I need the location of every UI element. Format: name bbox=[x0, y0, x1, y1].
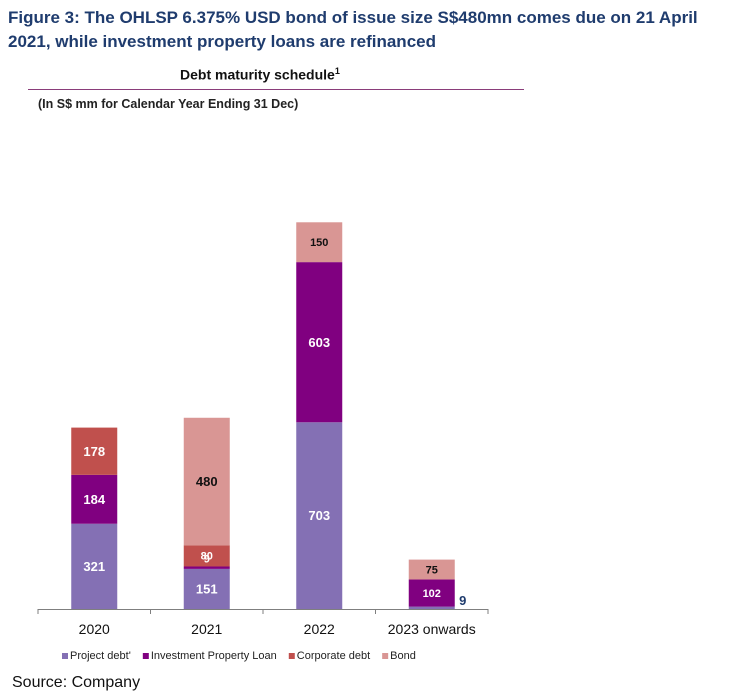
source-note: Source: Company bbox=[12, 674, 141, 691]
legend-label-bond: Bond bbox=[390, 650, 416, 662]
data-label-investment-property-loan-2023-onwards: 102 bbox=[423, 588, 441, 600]
data-label-bond-2021: 480 bbox=[196, 474, 218, 489]
data-label-corporate-debt-2021: 80 bbox=[201, 551, 213, 563]
data-label-bond-2022: 150 bbox=[310, 237, 328, 249]
legend-label-corporate-debt: Corporate debt bbox=[297, 650, 370, 662]
bar-project-debt-2021 bbox=[183, 568, 230, 609]
data-label-bond-2023-onwards: 75 bbox=[426, 564, 438, 576]
legend-swatch-investment-property-loan bbox=[142, 653, 149, 659]
bar-bond-2022 bbox=[296, 222, 343, 263]
legend-swatch-project-debt bbox=[62, 653, 68, 659]
figure-title: Figure 3: The OHLSP 6.375% USD bond of i… bbox=[8, 8, 698, 51]
data-label-project-debt-2020: 321 bbox=[83, 559, 105, 574]
chart-title-text: Debt maturity schedule bbox=[180, 66, 335, 83]
bar-project-debt-2020 bbox=[71, 523, 118, 609]
x-tick-label: 2023 onwards bbox=[388, 621, 476, 637]
bar-project-debt-2023-onwards bbox=[408, 606, 455, 609]
x-tick-label: 2021 bbox=[191, 621, 222, 637]
data-label-project-debt-2023-onwards: 9 bbox=[459, 593, 466, 608]
bar-bond-2023-onwards bbox=[408, 559, 455, 580]
data-label-investment-property-loan-2021: 9 bbox=[204, 554, 210, 566]
chart-title-footnote: 1 bbox=[334, 66, 340, 76]
x-tick-label: 2022 bbox=[304, 621, 335, 637]
bar-investment-property-loan-2020 bbox=[71, 474, 118, 524]
bar-investment-property-loan-2022 bbox=[296, 262, 343, 423]
title-underline bbox=[28, 89, 524, 90]
data-label-project-debt-2021: 151 bbox=[196, 581, 218, 596]
x-tick-label: 2020 bbox=[79, 621, 110, 637]
legend-swatch-corporate-debt bbox=[288, 653, 295, 659]
bar-corporate-debt-2020 bbox=[71, 427, 118, 475]
data-label-project-debt-2022: 703 bbox=[308, 508, 330, 523]
data-label-corporate-debt-2020: 178 bbox=[83, 444, 105, 459]
bar-investment-property-loan-2021 bbox=[183, 566, 230, 569]
bar-corporate-debt-2021 bbox=[183, 545, 230, 567]
bar-project-debt-2022 bbox=[296, 422, 343, 609]
bar-investment-property-loan-2023-onwards bbox=[408, 579, 455, 607]
chart-title: Debt maturity schedule1 bbox=[180, 66, 340, 83]
chart-subtitle: (In S$ mm for Calendar Year Ending 31 De… bbox=[38, 97, 299, 111]
legend-label-project-debt: Project debt' bbox=[70, 650, 131, 662]
data-label-investment-property-loan-2022: 603 bbox=[308, 335, 330, 350]
legend-swatch-bond bbox=[382, 653, 389, 659]
legend-label-investment-property-loan: Investment Property Loan bbox=[151, 650, 277, 662]
bar-bond-2021 bbox=[183, 417, 230, 546]
data-label-investment-property-loan-2020: 184 bbox=[83, 492, 105, 507]
